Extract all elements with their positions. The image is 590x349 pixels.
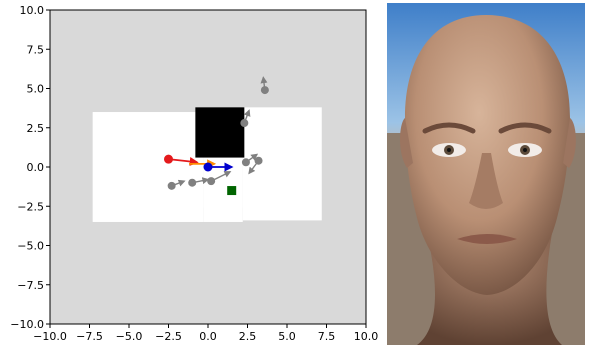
x-tick-label: −2.5 [155, 330, 182, 343]
other-agent-point [260, 86, 269, 95]
x-tick-label: 0.0 [199, 330, 217, 343]
nose [469, 153, 503, 209]
free-space [92, 112, 204, 222]
y-tick-label: −5.0 [17, 240, 44, 253]
x-tick-label: −10.0 [33, 330, 67, 343]
other-agent-point [167, 181, 176, 190]
obstacle [195, 107, 245, 158]
other-agent-point [207, 177, 216, 186]
other-agent-point [188, 178, 197, 187]
mouth [457, 234, 517, 244]
x-tick-label: 2.5 [239, 330, 257, 343]
face-render-image [387, 3, 585, 345]
other-agent-point [240, 119, 249, 128]
right-ear [563, 118, 576, 168]
x-tick-label: 5.0 [278, 330, 296, 343]
agent-point [164, 154, 173, 164]
left-ear [400, 118, 413, 168]
agent-point [203, 162, 213, 172]
x-tick-label: 7.5 [318, 330, 336, 343]
x-tick-label: 10.0 [354, 330, 379, 343]
map-svg: −10.0 −7.5 −5.0 −2.5 0.0 2.5 5.0 7.5 10.0 10.0 7.5… [10, 4, 379, 343]
y-tick-label: −7.5 [17, 279, 44, 292]
face-render [387, 3, 585, 345]
goal-marker [227, 186, 237, 196]
y-tick-label: 5.0 [27, 83, 45, 96]
y-tick-label: 0.0 [27, 161, 45, 174]
right-eyebrow [498, 122, 552, 134]
map-plot: −10.0 −7.5 −5.0 −2.5 0.0 2.5 5.0 7.5 10.0 10.0 7.5… [10, 4, 379, 343]
agent-heading [168, 157, 199, 166]
free-space [242, 107, 322, 221]
y-tick-label: 2.5 [27, 122, 45, 135]
other-agent-point [241, 158, 250, 167]
x-tick-label: −7.5 [76, 330, 103, 343]
y-tick-label: −10.0 [10, 318, 44, 331]
y-tick-label: −2.5 [17, 200, 44, 213]
left-eyebrow [422, 122, 476, 134]
y-tick-label: 7.5 [27, 43, 45, 56]
other-agent-point [254, 156, 263, 165]
x-tick-label: −5.0 [116, 330, 143, 343]
y-tick-label: 10.0 [20, 4, 45, 17]
